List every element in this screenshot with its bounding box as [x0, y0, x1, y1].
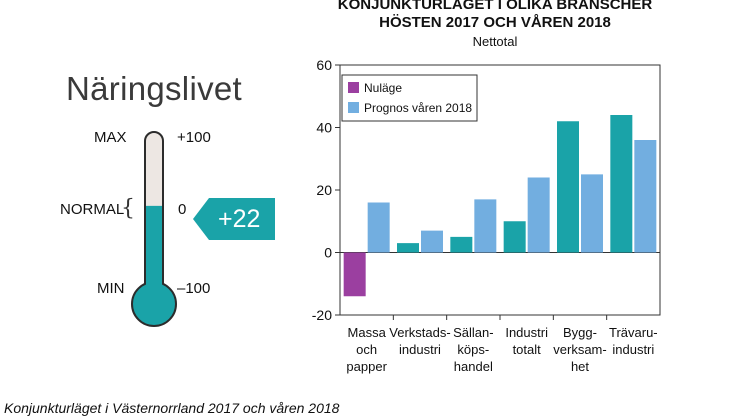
max-label: MAX [94, 129, 127, 146]
min-label: MIN [97, 280, 125, 297]
legend-label: Nuläge [364, 81, 402, 95]
category-label: Bygg-verksam-het [553, 325, 606, 374]
bar-prognos [421, 230, 443, 253]
current-value-badge [193, 198, 275, 240]
y-tick-label: 60 [316, 57, 332, 73]
bar-nulage [343, 252, 366, 297]
chart-title-line2: HÖSTEN 2017 OCH VÅREN 2018 [379, 14, 611, 31]
legend-swatch [348, 102, 359, 113]
bar-prognos [527, 177, 550, 253]
y-tick-label: 20 [316, 182, 332, 198]
max-value: +100 [177, 129, 211, 146]
y-tick-label: 40 [316, 120, 332, 136]
category-label: Verkstads-industri [389, 325, 450, 357]
bar-nulage [397, 243, 419, 253]
bar-prognos [634, 140, 657, 253]
y-tick-label: -20 [312, 307, 332, 323]
figure-caption: Konjunkturläget i Västernorrland 2017 oc… [4, 400, 340, 416]
brace-icon: { [121, 196, 135, 221]
y-tick-label: 0 [324, 245, 332, 261]
legend-box [341, 74, 478, 122]
normal-label: NORMAL [60, 201, 125, 218]
chart-subtitle: Nettotal [472, 34, 518, 49]
current-value: +22 [218, 205, 261, 233]
legend-label: Prognos våren 2018 [364, 101, 472, 115]
category-label: Industri totalt [505, 325, 548, 357]
bar-nulage [503, 221, 526, 253]
thermometer-fill [146, 205, 162, 296]
legend-swatch [348, 82, 359, 93]
bar-nulage [610, 115, 633, 253]
chart-title-line1: KONJUNKTURLÄGET I OLIKA BRANSCHER [337, 0, 653, 13]
bar-nulage [450, 236, 473, 253]
normal-value: 0 [178, 201, 187, 218]
thermometer-title: Näringslivet [66, 70, 242, 107]
bar-nulage [557, 121, 579, 253]
category-label: Massa och papper [346, 325, 387, 374]
bar-prognos [367, 202, 390, 253]
bar-chart: -20 0 20 40 60 Massa och papperVerkstads-indust… [312, 57, 661, 374]
category-label: Trävaru-industri [609, 325, 658, 357]
bar-prognos [474, 199, 497, 253]
category-label: Sällan-köps-handel [453, 325, 493, 374]
bar-prognos [581, 174, 603, 253]
thermometer-graphic [131, 131, 177, 327]
min-value: –100 [177, 280, 211, 297]
